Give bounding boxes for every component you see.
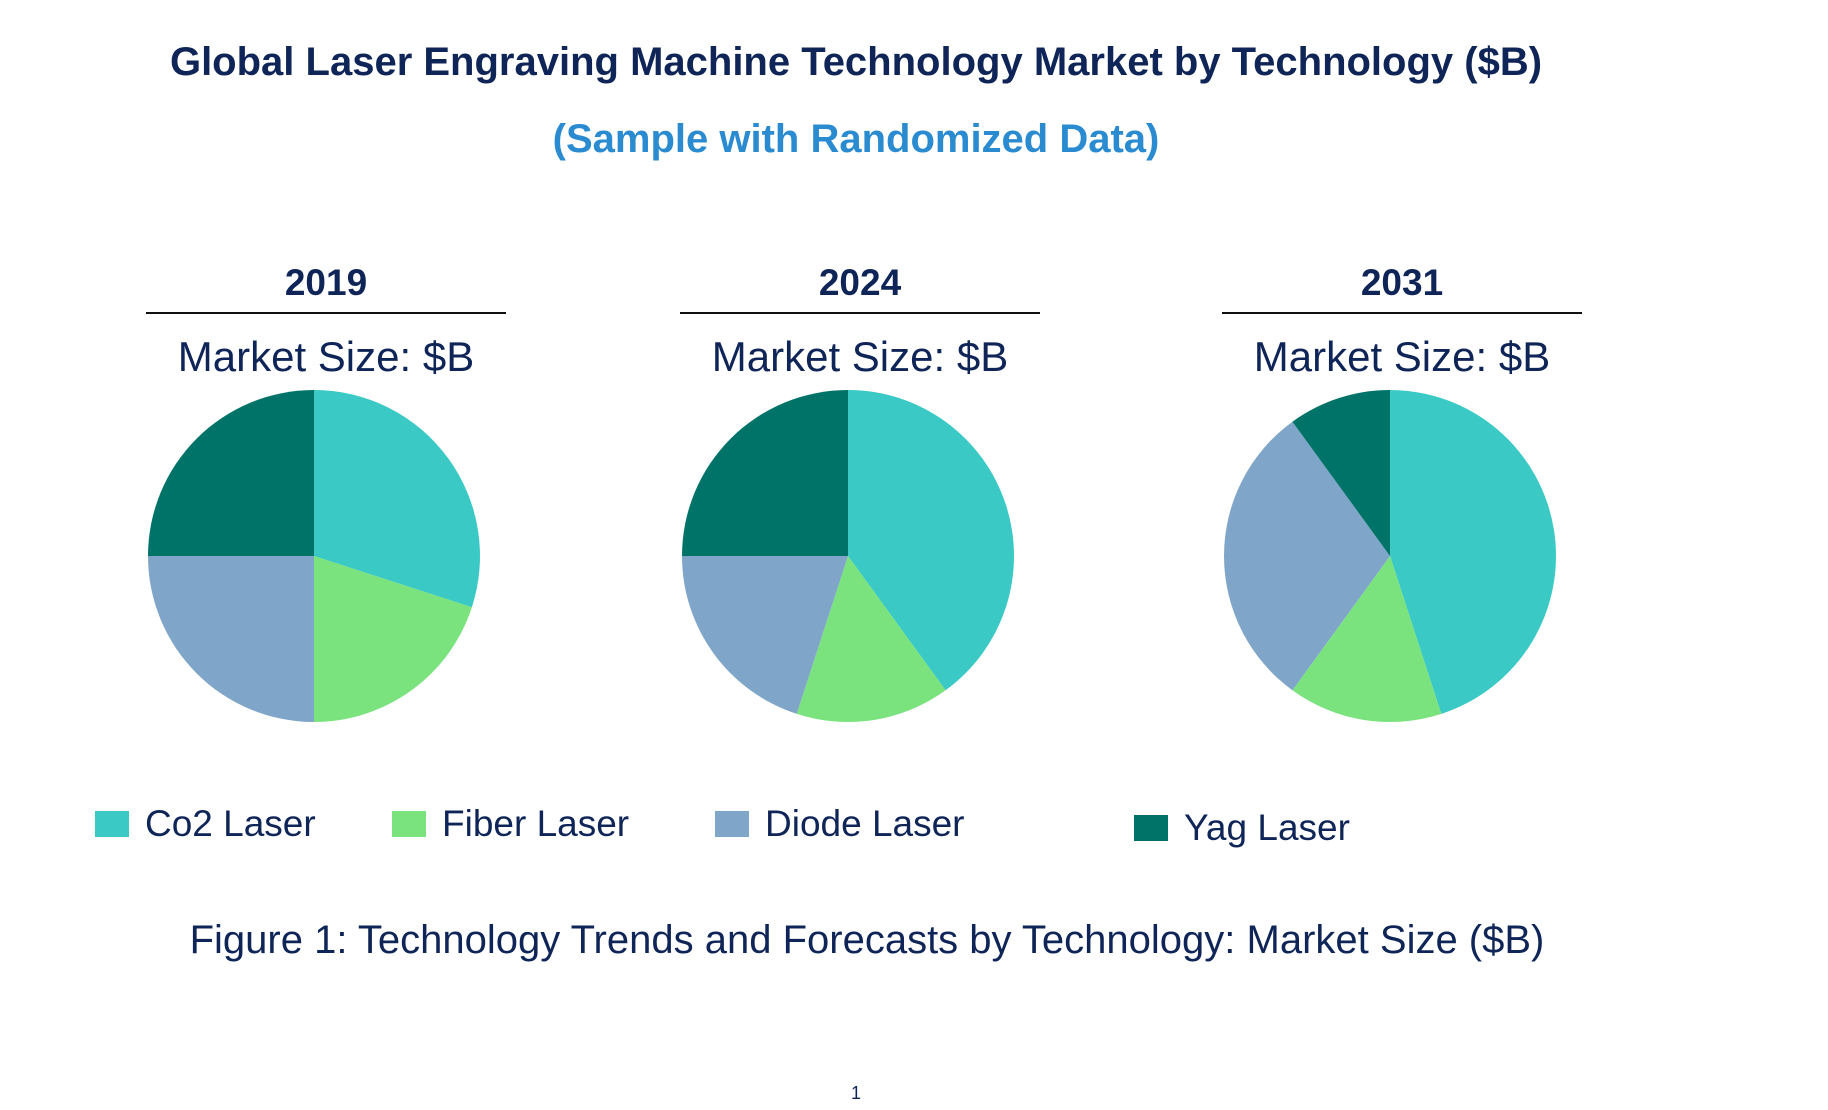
pie-underline [146,312,506,314]
pie-year-label: 2019 [284,262,368,303]
pie-slice-yag-laser [1292,390,1390,556]
pie-year-label: 2031 [1360,262,1444,303]
legend-swatch [95,811,129,837]
market-size-label: Market Size: $B [177,333,475,380]
pie-slice-fiber-laser [1292,556,1442,722]
market-size-label: Market Size: $B [1253,333,1551,380]
figure-caption: Figure 1: Technology Trends and Forecast… [189,918,1545,962]
market-size-label: Market Size: $B [711,333,1009,380]
chart-title: Global Laser Engraving Machine Technolog… [169,40,1543,84]
chart-subtitle: (Sample with Randomized Data) [552,117,1160,161]
pie-chart-2019 [148,390,481,722]
pie-chart-2031 [1224,390,1556,722]
pie-2031: 2031 Market Size: $B [1222,260,1582,730]
legend-swatch [1134,815,1168,841]
legend-item-fiber-laser: Fiber Laser [392,800,629,848]
legend-item-yag-laser: Yag Laser [1134,804,1350,852]
legend-swatch [392,811,426,837]
pie-slice-diode-laser [1224,421,1390,691]
legend-label: Co2 Laser [145,803,316,844]
pie-underline [680,312,1040,314]
pie-slice-co2-laser [848,390,1014,691]
pie-2024: 2024 Market Size: $B [680,260,1040,730]
page-number: 1 [850,1083,861,1103]
legend-swatch [715,811,749,837]
pie-underline [1222,312,1582,314]
pie-slice-yag-laser [148,390,314,556]
pie-slice-yag-laser [682,390,848,556]
legend-item-co2-laser: Co2 Laser [95,800,316,848]
pie-slice-diode-laser [148,556,314,722]
pie-slice-diode-laser [682,556,848,714]
legend-item-diode-laser: Diode Laser [715,800,965,848]
pie-slice-fiber-laser [796,556,946,722]
legend-label: Fiber Laser [442,803,630,844]
pie-slice-fiber-laser [314,556,472,722]
pie-year-label: 2024 [818,262,902,303]
pie-2019: 2019 Market Size: $B [146,260,506,730]
legend-label: Diode Laser [765,803,965,844]
legend-label: Yag Laser [1184,807,1350,848]
pie-chart-2024 [682,390,1014,722]
pie-slice-co2-laser [314,390,481,608]
legend: Co2 Laser Fiber Laser Diode Laser Yag La… [0,800,1828,860]
pie-slice-co2-laser [1390,390,1556,714]
